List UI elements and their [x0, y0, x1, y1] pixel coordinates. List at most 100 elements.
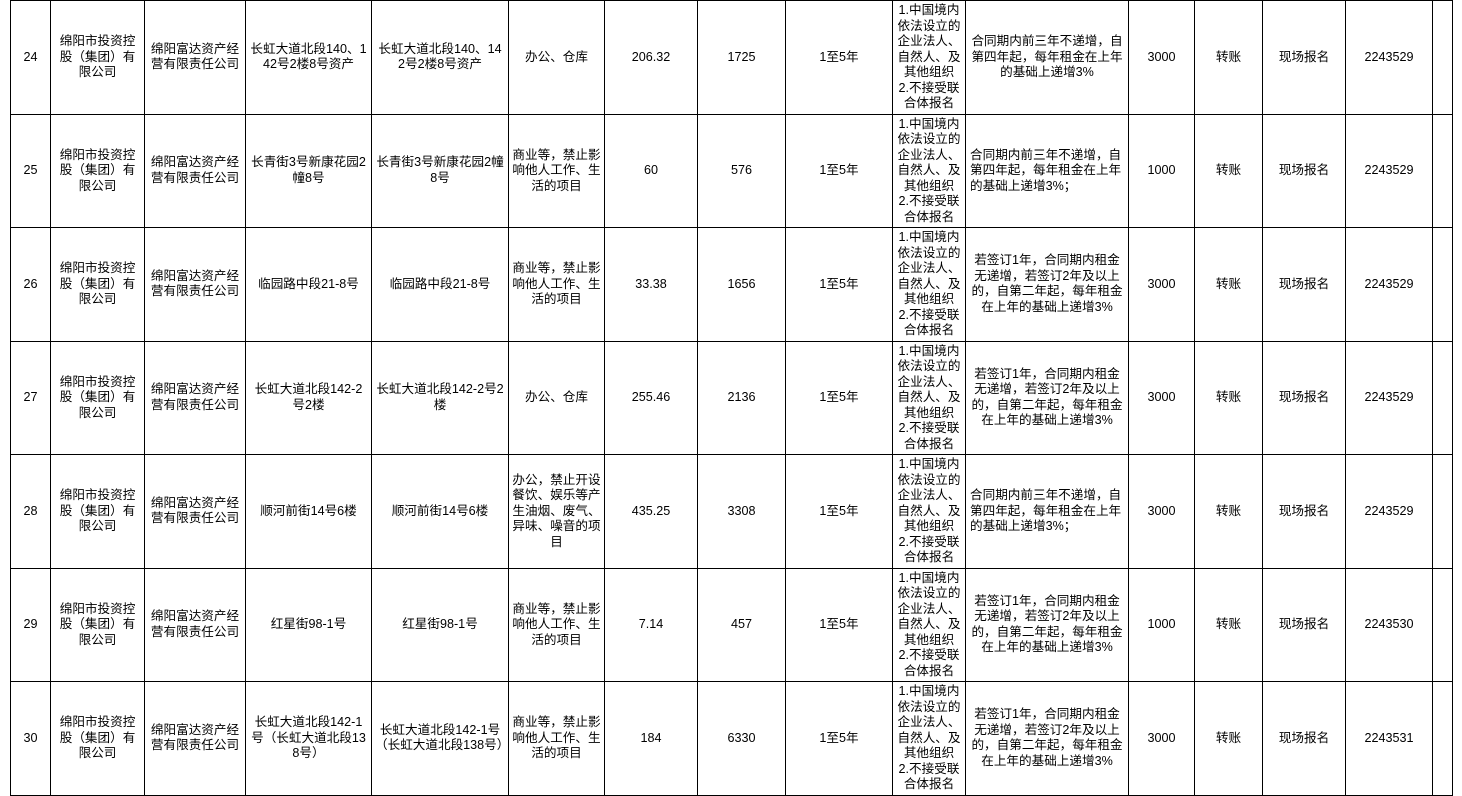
- cell-asset-location: 长青街3号新康花园2幢8号: [371, 113, 509, 228]
- cell-remark: [1432, 454, 1453, 569]
- cell-starting-price: 576: [697, 113, 786, 228]
- cell-remark: [1432, 227, 1453, 342]
- cell-managing-company: 绵阳富达资产经营有限责任公司: [144, 227, 246, 342]
- cell-owner-company: 绵阳市投资控股（集团）有限公司: [50, 567, 145, 682]
- cell-asset-location: 长虹大道北段140、142号2楼8号资产: [371, 0, 509, 115]
- cell-permitted-use: 商业等，禁止影响他人工作、生活的项目: [508, 567, 605, 682]
- cell-remark: [1432, 113, 1453, 228]
- table-row[interactable]: 30 绵阳市投资控股（集团）有限公司 绵阳富达资产经营有限责任公司 长虹大道北段…: [10, 681, 1453, 796]
- cell-permitted-use: 商业等，禁止影响他人工作、生活的项目: [508, 681, 605, 796]
- cell-deposit-amount: 3000: [1128, 454, 1195, 569]
- cell-bidder-qualification: 1.中国境内依法设立的企业法人、自然人、及其他组织 2.不接受联合体报名: [892, 681, 966, 796]
- cell-contact-telephone: 2243529: [1345, 454, 1433, 569]
- cell-bidder-qualification: 1.中国境内依法设立的企业法人、自然人、及其他组织 2.不接受联合体报名: [892, 567, 966, 682]
- cell-asset-name: 红星街98-1号: [245, 567, 372, 682]
- cell-area-sqm: 33.38: [604, 227, 698, 342]
- cell-asset-name: 临园路中段21-8号: [245, 227, 372, 342]
- table-row[interactable]: 28 绵阳市投资控股（集团）有限公司 绵阳富达资产经营有限责任公司 顺河前街14…: [10, 454, 1453, 569]
- cell-payment-method: 转账: [1194, 113, 1263, 228]
- cell-contact-telephone: 2243529: [1345, 227, 1433, 342]
- cell-asset-name: 长青街3号新康花园2幢8号: [245, 113, 372, 228]
- cell-deposit-amount: 3000: [1128, 227, 1195, 342]
- cell-asset-location: 红星街98-1号: [371, 567, 509, 682]
- cell-asset-name: 长虹大道北段140、142号2楼8号资产: [245, 0, 372, 115]
- table-row[interactable]: 26 绵阳市投资控股（集团）有限公司 绵阳富达资产经营有限责任公司 临园路中段2…: [10, 227, 1453, 342]
- cell-rent-increase-terms: 合同期内前三年不递增，自第四年起，每年租金在上年的基础上递增3%；: [965, 113, 1129, 228]
- cell-contact-telephone: 2243530: [1345, 567, 1433, 682]
- cell-permitted-use: 办公、仓库: [508, 340, 605, 455]
- cell-remark: [1432, 681, 1453, 796]
- cell-lease-term: 1至5年: [785, 227, 893, 342]
- table-body: 24 绵阳市投资控股（集团）有限公司 绵阳富达资产经营有限责任公司 长虹大道北段…: [10, 0, 1453, 796]
- cell-area-sqm: 206.32: [604, 0, 698, 115]
- cell-registration-method: 现场报名: [1262, 340, 1346, 455]
- cell-lease-term: 1至5年: [785, 681, 893, 796]
- cell-registration-method: 现场报名: [1262, 567, 1346, 682]
- table-row[interactable]: 24 绵阳市投资控股（集团）有限公司 绵阳富达资产经营有限责任公司 长虹大道北段…: [10, 0, 1453, 115]
- cell-payment-method: 转账: [1194, 227, 1263, 342]
- cell-payment-method: 转账: [1194, 454, 1263, 569]
- cell-registration-method: 现场报名: [1262, 681, 1346, 796]
- table-row[interactable]: 25 绵阳市投资控股（集团）有限公司 绵阳富达资产经营有限责任公司 长青街3号新…: [10, 113, 1453, 228]
- cell-bidder-qualification: 1.中国境内依法设立的企业法人、自然人、及其他组织 2.不接受联合体报名: [892, 113, 966, 228]
- cell-starting-price: 457: [697, 567, 786, 682]
- cell-serial-number: 26: [10, 227, 51, 342]
- cell-area-sqm: 7.14: [604, 567, 698, 682]
- cell-permitted-use: 商业等，禁止影响他人工作、生活的项目: [508, 227, 605, 342]
- cell-contact-telephone: 2243529: [1345, 340, 1433, 455]
- cell-starting-price: 1656: [697, 227, 786, 342]
- table-row[interactable]: 29 绵阳市投资控股（集团）有限公司 绵阳富达资产经营有限责任公司 红星街98-…: [10, 567, 1453, 682]
- cell-owner-company: 绵阳市投资控股（集团）有限公司: [50, 454, 145, 569]
- cell-contact-telephone: 2243531: [1345, 681, 1433, 796]
- cell-payment-method: 转账: [1194, 340, 1263, 455]
- cell-owner-company: 绵阳市投资控股（集团）有限公司: [50, 0, 145, 115]
- cell-area-sqm: 435.25: [604, 454, 698, 569]
- cell-asset-name: 长虹大道北段142-1号（长虹大道北段138号）: [245, 681, 372, 796]
- cell-rent-increase-terms: 若签订1年，合同期内租金无递增，若签订2年及以上的，自第二年起，每年租金在上年的…: [965, 567, 1129, 682]
- cell-owner-company: 绵阳市投资控股（集团）有限公司: [50, 227, 145, 342]
- cell-lease-term: 1至5年: [785, 454, 893, 569]
- table-row[interactable]: 27 绵阳市投资控股（集团）有限公司 绵阳富达资产经营有限责任公司 长虹大道北段…: [10, 340, 1453, 455]
- cell-asset-location: 临园路中段21-8号: [371, 227, 509, 342]
- cell-bidder-qualification: 1.中国境内依法设立的企业法人、自然人、及其他组织 2.不接受联合体报名: [892, 454, 966, 569]
- cell-serial-number: 27: [10, 340, 51, 455]
- asset-listing-table: 24 绵阳市投资控股（集团）有限公司 绵阳富达资产经营有限责任公司 长虹大道北段…: [10, 0, 1453, 796]
- cell-starting-price: 3308: [697, 454, 786, 569]
- cell-area-sqm: 184: [604, 681, 698, 796]
- cell-payment-method: 转账: [1194, 567, 1263, 682]
- cell-managing-company: 绵阳富达资产经营有限责任公司: [144, 340, 246, 455]
- cell-serial-number: 30: [10, 681, 51, 796]
- cell-bidder-qualification: 1.中国境内依法设立的企业法人、自然人、及其他组织 2.不接受联合体报名: [892, 0, 966, 115]
- cell-asset-location: 长虹大道北段142-1号（长虹大道北段138号）: [371, 681, 509, 796]
- cell-bidder-qualification: 1.中国境内依法设立的企业法人、自然人、及其他组织 2.不接受联合体报名: [892, 227, 966, 342]
- cell-permitted-use: 办公，禁止开设餐饮、娱乐等产生油烟、废气、异味、噪音的项目: [508, 454, 605, 569]
- cell-bidder-qualification: 1.中国境内依法设立的企业法人、自然人、及其他组织 2.不接受联合体报名: [892, 340, 966, 455]
- asset-listing-sheet: 24 绵阳市投资控股（集团）有限公司 绵阳富达资产经营有限责任公司 长虹大道北段…: [10, 0, 1453, 796]
- cell-deposit-amount: 3000: [1128, 681, 1195, 796]
- cell-rent-increase-terms: 若签订1年，合同期内租金无递增，若签订2年及以上的，自第二年起，每年租金在上年的…: [965, 227, 1129, 342]
- cell-permitted-use: 商业等，禁止影响他人工作、生活的项目: [508, 113, 605, 228]
- cell-registration-method: 现场报名: [1262, 227, 1346, 342]
- cell-rent-increase-terms: 若签订1年，合同期内租金无递增，若签订2年及以上的，自第二年起，每年租金在上年的…: [965, 681, 1129, 796]
- cell-lease-term: 1至5年: [785, 340, 893, 455]
- cell-rent-increase-terms: 合同期内前三年不递增，自第四年起，每年租金在上年的基础上递增3%: [965, 0, 1129, 115]
- cell-deposit-amount: 1000: [1128, 113, 1195, 228]
- cell-payment-method: 转账: [1194, 0, 1263, 115]
- cell-asset-name: 顺河前街14号6楼: [245, 454, 372, 569]
- cell-remark: [1432, 567, 1453, 682]
- cell-rent-increase-terms: 合同期内前三年不递增，自第四年起，每年租金在上年的基础上递增3%；: [965, 454, 1129, 569]
- cell-deposit-amount: 3000: [1128, 340, 1195, 455]
- cell-starting-price: 6330: [697, 681, 786, 796]
- cell-permitted-use: 办公、仓库: [508, 0, 605, 115]
- cell-serial-number: 25: [10, 113, 51, 228]
- cell-managing-company: 绵阳富达资产经营有限责任公司: [144, 567, 246, 682]
- cell-remark: [1432, 340, 1453, 455]
- cell-registration-method: 现场报名: [1262, 0, 1346, 115]
- cell-asset-location: 顺河前街14号6楼: [371, 454, 509, 569]
- cell-serial-number: 24: [10, 0, 51, 115]
- cell-serial-number: 28: [10, 454, 51, 569]
- cell-asset-location: 长虹大道北段142-2号2楼: [371, 340, 509, 455]
- cell-managing-company: 绵阳富达资产经营有限责任公司: [144, 0, 246, 115]
- cell-serial-number: 29: [10, 567, 51, 682]
- cell-starting-price: 1725: [697, 0, 786, 115]
